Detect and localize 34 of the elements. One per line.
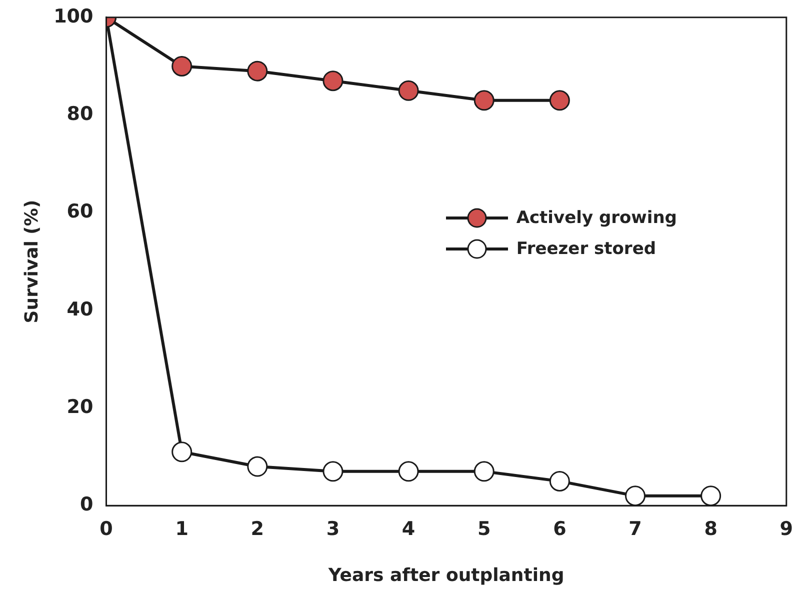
y-tick-label: 60	[66, 200, 94, 223]
y-tick-label: 0	[80, 494, 94, 516]
point	[398, 461, 419, 482]
point	[474, 90, 494, 111]
y-tick-label: 40	[66, 298, 94, 320]
x-tick-label: 5	[477, 518, 491, 540]
point	[625, 486, 646, 506]
point	[549, 90, 570, 111]
point	[549, 470, 570, 492]
point	[172, 442, 192, 462]
x-tick-label: 6	[553, 518, 566, 540]
x-axis-title: Years after outplanting	[327, 564, 564, 586]
y-tick-label: 80	[66, 102, 94, 125]
point	[398, 80, 419, 101]
x-tick-label: 8	[704, 518, 718, 540]
point	[247, 456, 268, 477]
x-tick-label: 3	[326, 518, 340, 540]
y-tick-label: 100	[54, 5, 94, 28]
point	[322, 70, 344, 92]
x-tick-label: 0	[100, 518, 113, 540]
x-tick-label: 7	[628, 518, 642, 540]
y-tick-label: 20	[66, 396, 94, 418]
point	[474, 461, 494, 482]
x-tick-label: 4	[402, 518, 416, 540]
legend-label: Actively growing	[516, 208, 677, 228]
point	[247, 60, 268, 82]
x-tick-label: 2	[250, 518, 264, 540]
y-axis-title: Survival (%)	[21, 200, 42, 324]
x-tick-label: 1	[175, 518, 188, 540]
x-tick-label: 9	[780, 518, 794, 540]
point	[700, 486, 722, 506]
legend-label: Freezer stored	[516, 239, 656, 260]
point	[172, 56, 192, 76]
point	[322, 461, 344, 482]
